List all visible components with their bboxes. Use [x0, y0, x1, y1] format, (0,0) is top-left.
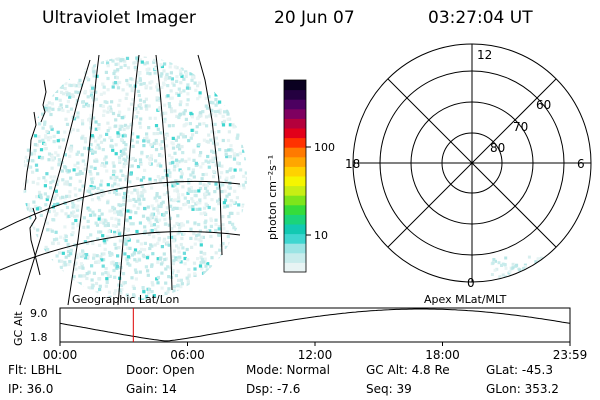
colorbar-swatch — [284, 176, 306, 187]
colorbar-swatch — [284, 233, 306, 244]
date-label: 20 Jun 07 — [274, 8, 355, 28]
lat-label-60: 60 — [536, 98, 551, 112]
colorbar-swatch — [284, 128, 306, 139]
status-item: IP: 36.0 — [8, 382, 54, 396]
colorbar-swatch — [284, 118, 306, 129]
altitude-xtick-label: 00:00 — [43, 348, 78, 362]
lat-label-80: 80 — [490, 141, 505, 155]
status-item: Door: Open — [126, 363, 195, 377]
altitude-ytick-high: 9.0 — [30, 307, 48, 320]
colorbar-tick-10: 10 — [314, 229, 328, 242]
colorbar-swatch — [284, 156, 306, 167]
status-item: Seq: 39 — [366, 382, 412, 396]
lat-lon-grid — [0, 54, 241, 306]
colorbar-swatch — [284, 137, 306, 148]
status-item: GC Alt: 4.8 Re — [366, 363, 450, 377]
altitude-xtick-label: 12:00 — [298, 348, 333, 362]
altitude-xtick-label: 06:00 — [170, 348, 205, 362]
polar-grid — [352, 43, 592, 283]
colorbar-swatch — [284, 108, 306, 119]
status-item: Gain: 14 — [126, 382, 177, 396]
time-label: 03:27:04 UT — [428, 8, 533, 28]
status-item: Dsp: -7.6 — [246, 382, 301, 396]
mlt-label-0: 0 — [467, 276, 475, 290]
colorbar-swatch — [284, 262, 306, 273]
colorbar-swatch — [284, 89, 306, 100]
status-item: Flt: LBHL — [8, 363, 62, 377]
colorbar-swatch — [284, 147, 306, 158]
altitude-ylabel: GC Alt — [12, 311, 25, 346]
colorbar-swatch — [284, 80, 306, 91]
colorbar-swatch — [284, 214, 306, 225]
mlt-label-12: 12 — [477, 48, 492, 62]
instrument-title: Ultraviolet Imager — [42, 8, 196, 28]
altitude-xtick-label: 23:59 — [553, 348, 588, 362]
altitude-xticks: 00:00 06:00 12:00 18:00 23:59 — [43, 342, 588, 362]
apex-caption: Apex MLat/MLT — [424, 293, 507, 306]
altitude-plot: GC Alt 9.0 1.8 00:00 06:00 12:00 18:00 23:59 — [12, 307, 588, 362]
geographic-image — [0, 54, 247, 306]
coastline — [24, 79, 47, 276]
colorbar-tick-100: 100 — [314, 141, 335, 154]
colorbar-swatch — [284, 195, 306, 206]
colorbar-swatch — [284, 99, 306, 110]
emission-pixels — [23, 56, 247, 300]
altitude-xtick-label: 18:00 — [425, 348, 460, 362]
colorbar-swatch — [284, 185, 306, 196]
mlt-label-6: 6 — [577, 157, 585, 171]
colorbar: 100 10 photon cm⁻²s⁻¹ — [266, 79, 335, 273]
altitude-ytick-low: 1.8 — [30, 331, 48, 344]
colorbar-scale — [284, 80, 306, 273]
colorbar-swatch — [284, 224, 306, 235]
colorbar-swatch — [284, 166, 306, 177]
status-item: GLat: -45.3 — [486, 363, 553, 377]
altitude-curve — [59, 308, 570, 342]
colorbar-swatch — [284, 204, 306, 215]
polar-mlat-mlt-plot: 12 18 6 0 60 70 80 — [345, 43, 592, 290]
colorbar-unit-label: photon cm⁻²s⁻¹ — [266, 155, 279, 240]
colorbar-swatch — [284, 243, 306, 254]
colorbar-swatch — [284, 252, 306, 263]
geographic-caption: Geographic Lat/Lon — [72, 293, 180, 306]
status-item: Mode: Normal — [246, 363, 330, 377]
status-item: GLon: 353.2 — [486, 382, 559, 396]
mlt-label-18: 18 — [345, 157, 360, 171]
lat-label-70: 70 — [513, 120, 528, 134]
